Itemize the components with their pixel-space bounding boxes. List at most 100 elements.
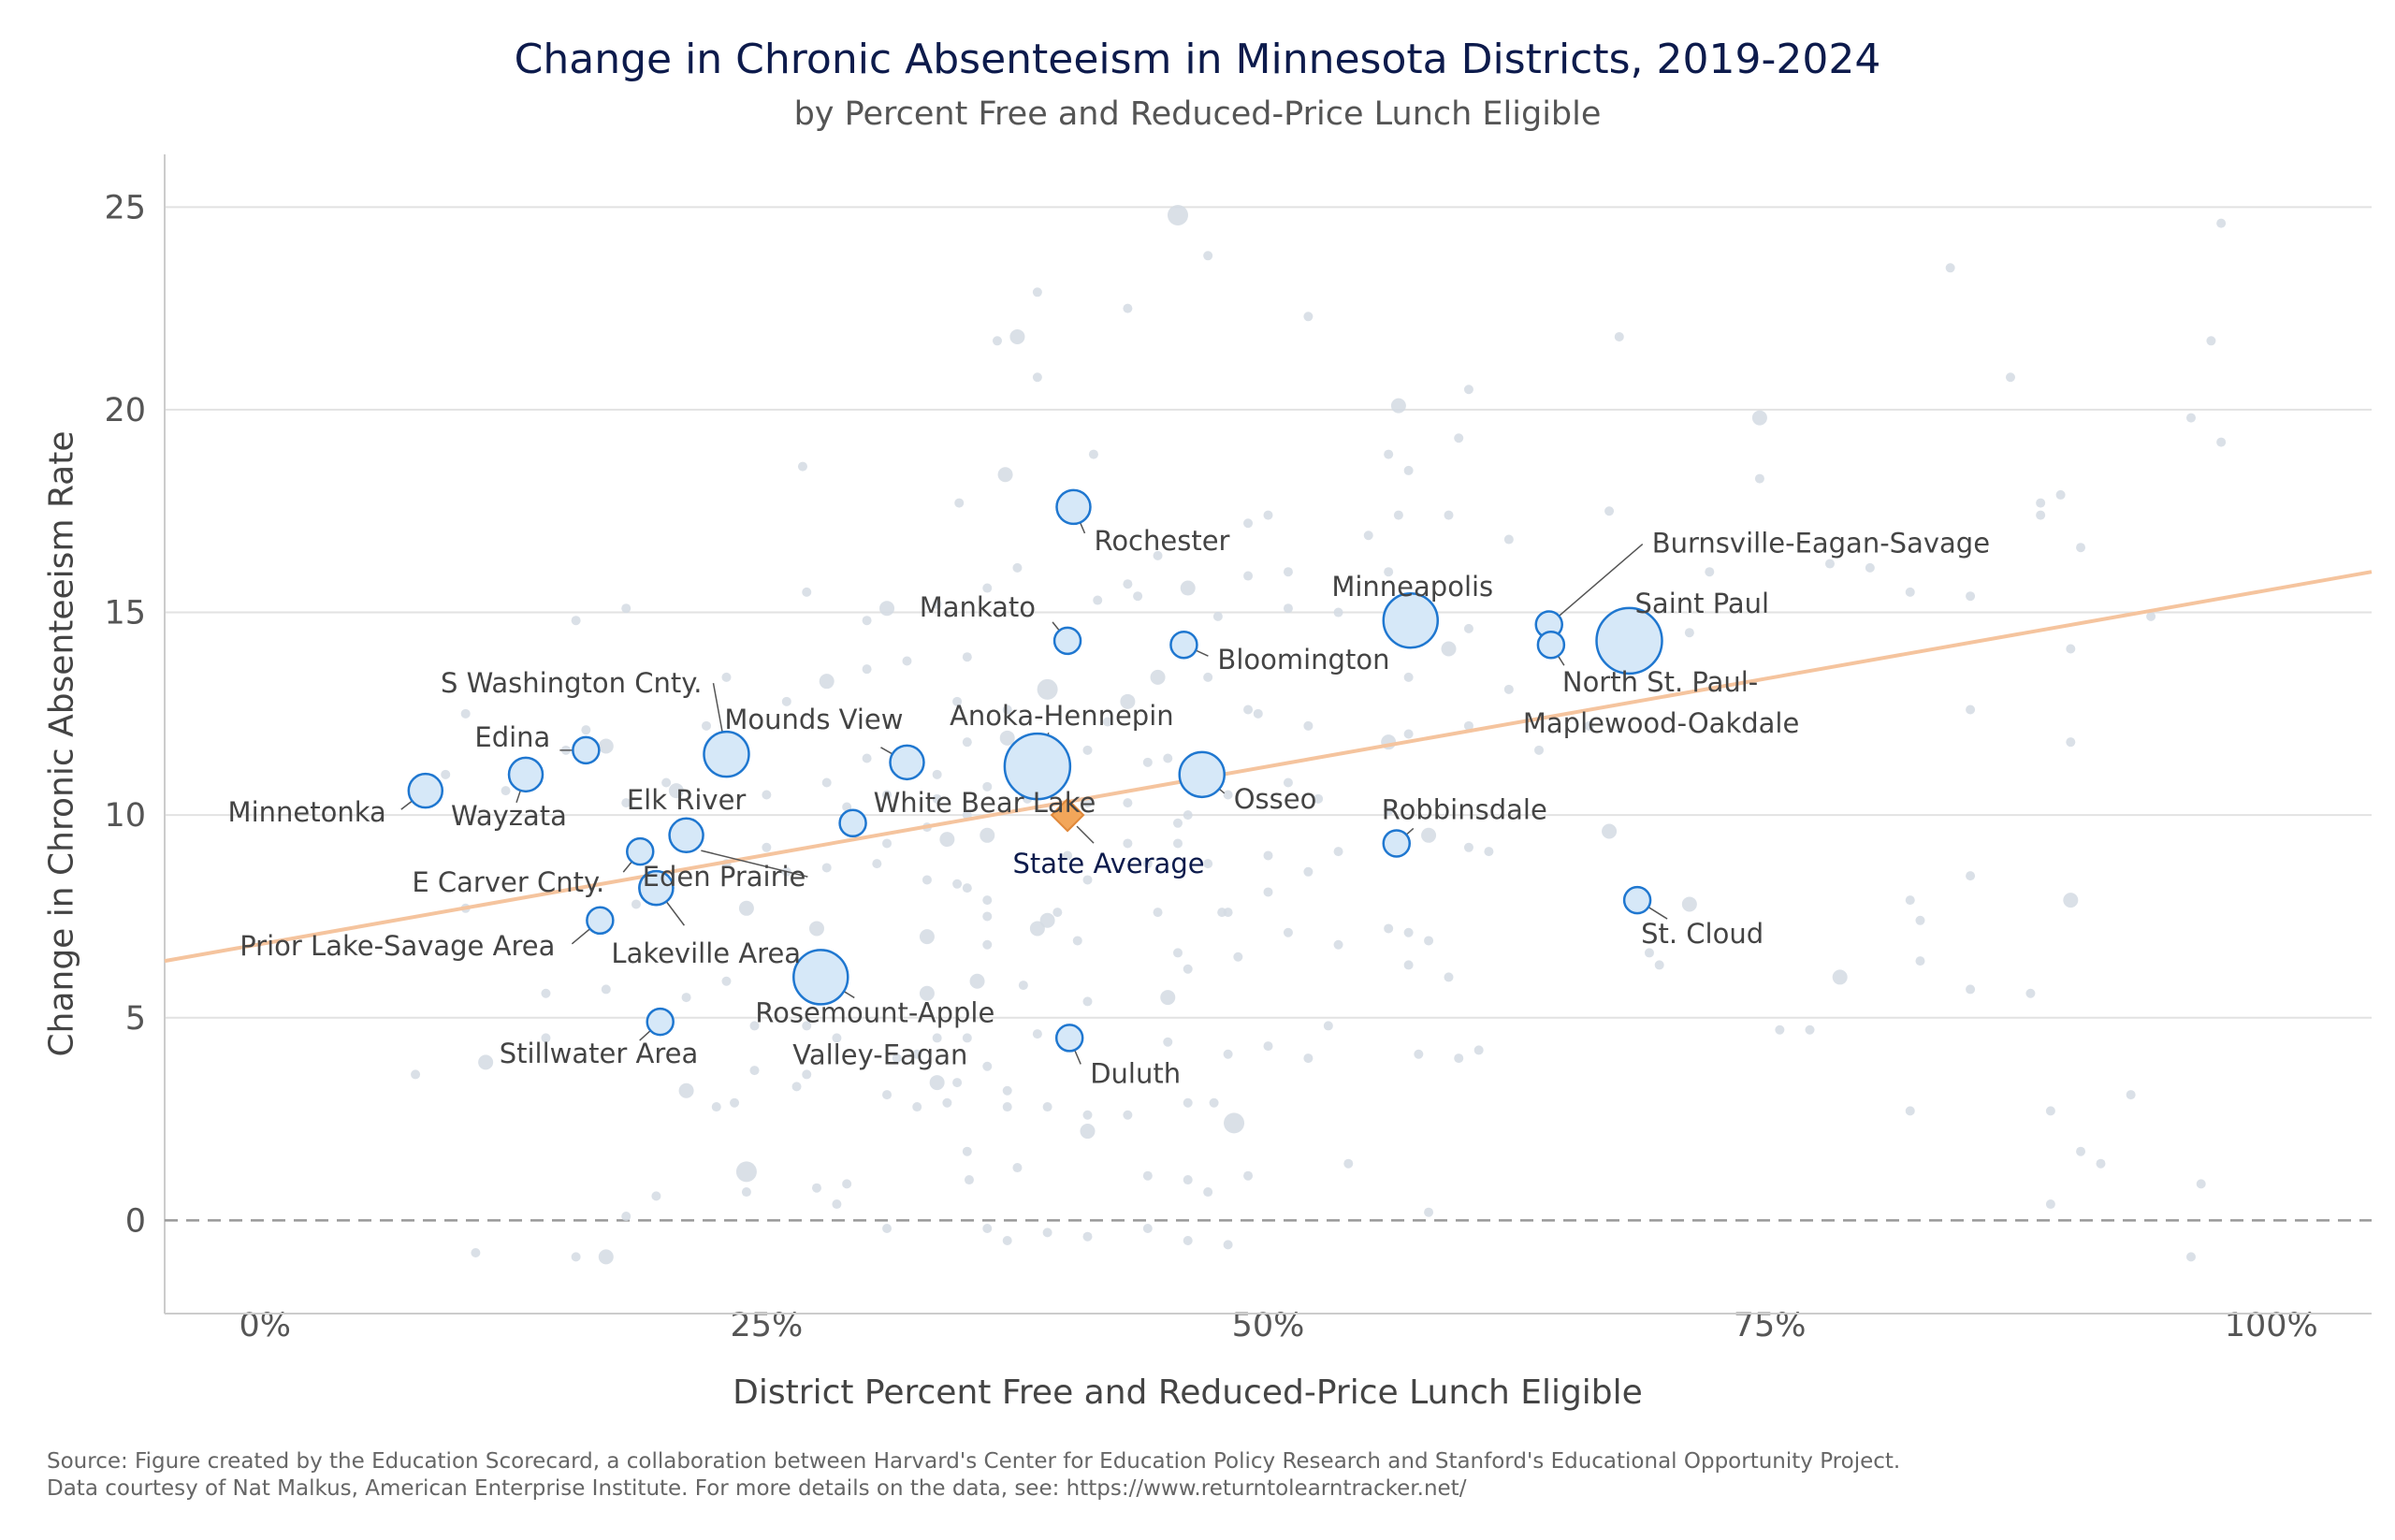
- background-point: [1905, 895, 1915, 906]
- background-point: [1080, 1124, 1096, 1140]
- background-point: [1905, 587, 1915, 597]
- background-point: [1915, 956, 1925, 966]
- background-point: [862, 664, 872, 675]
- background-point: [1463, 842, 1473, 852]
- background-point: [2185, 413, 2196, 423]
- background-point: [598, 738, 614, 754]
- background-point: [581, 725, 591, 735]
- background-point: [1966, 984, 1976, 995]
- background-point: [1082, 1110, 1093, 1120]
- background-point: [882, 1224, 893, 1234]
- background-point: [1463, 623, 1473, 633]
- background-point: [1414, 1049, 1424, 1059]
- background-point: [982, 1224, 993, 1234]
- district-point: [1382, 591, 1440, 649]
- source-line-1: Source: Figure created by the Education …: [47, 1449, 1901, 1474]
- background-point: [962, 1146, 972, 1156]
- background-point: [999, 730, 1015, 746]
- background-point: [1333, 607, 1343, 617]
- background-point: [1503, 534, 1514, 545]
- background-point: [501, 786, 511, 796]
- background-point: [1454, 433, 1464, 443]
- background-point: [1283, 927, 1293, 937]
- district-label: E Carver Cnty.: [412, 866, 604, 898]
- y-tick-label: 5: [125, 1000, 146, 1038]
- background-point: [571, 1252, 581, 1262]
- background-point: [678, 1082, 694, 1098]
- state-average-label: State Average: [1013, 848, 1205, 879]
- background-point: [932, 599, 942, 609]
- district-label: Valley-Eagan: [792, 1039, 967, 1070]
- background-point: [942, 1097, 952, 1108]
- background-point: [1403, 960, 1414, 970]
- background-point: [2036, 498, 2046, 508]
- district-point: [572, 735, 601, 765]
- background-point: [982, 1061, 993, 1071]
- background-point: [1614, 331, 1624, 341]
- district-point: [668, 817, 704, 854]
- background-point: [832, 1199, 842, 1210]
- district-point: [407, 772, 444, 809]
- background-point: [1163, 753, 1173, 763]
- background-point: [1303, 1053, 1314, 1064]
- background-point: [832, 1033, 842, 1043]
- background-point: [1052, 908, 1063, 918]
- background-point: [735, 1161, 757, 1183]
- background-point: [1012, 1163, 1023, 1173]
- background-point: [2036, 510, 2046, 520]
- background-point: [721, 976, 732, 986]
- background-point: [1032, 287, 1042, 298]
- background-point: [1534, 745, 1545, 755]
- background-point: [1223, 790, 1233, 800]
- background-point: [411, 1069, 421, 1080]
- background-point: [1444, 510, 1454, 520]
- district-point: [586, 906, 615, 936]
- background-point: [1905, 1106, 1915, 1116]
- background-point: [1966, 705, 1976, 715]
- background-point: [1042, 1228, 1052, 1238]
- background-point: [982, 895, 993, 906]
- background-point: [1303, 866, 1314, 877]
- background-point: [862, 753, 872, 763]
- background-point: [1209, 1097, 1219, 1108]
- background-point: [2005, 372, 2015, 383]
- district-label: Wayzata: [451, 800, 567, 832]
- background-point: [1243, 705, 1254, 715]
- background-point: [1082, 875, 1093, 885]
- district-label: Stillwater Area: [500, 1038, 699, 1069]
- background-point: [1253, 708, 1263, 719]
- background-point: [962, 737, 972, 748]
- background-point: [1503, 684, 1514, 694]
- background-point: [1363, 530, 1373, 541]
- background-point: [2146, 611, 2156, 621]
- background-point: [2066, 644, 2076, 654]
- background-point: [1142, 859, 1153, 869]
- background-point: [954, 498, 965, 508]
- background-point: [819, 674, 835, 690]
- background-point: [939, 832, 955, 848]
- background-point: [1824, 559, 1835, 569]
- district-label: Bloomington: [1217, 644, 1389, 676]
- label-leader-line: [1548, 543, 1644, 626]
- background-point: [1333, 847, 1343, 857]
- background-point: [1424, 936, 1434, 946]
- background-point: [982, 911, 993, 922]
- background-point: [1303, 312, 1314, 322]
- background-point: [1163, 1037, 1173, 1047]
- background-point: [964, 1175, 974, 1185]
- background-point: [932, 793, 942, 804]
- background-point: [1223, 1240, 1233, 1250]
- background-point: [992, 336, 1002, 346]
- background-point: [730, 1097, 740, 1108]
- background-point: [631, 899, 641, 909]
- background-point: [621, 798, 631, 808]
- district-label: Eden Prairie: [643, 861, 806, 893]
- background-point: [1263, 1041, 1273, 1052]
- district-point: [638, 869, 675, 907]
- background-point: [1323, 1021, 1333, 1031]
- district-labels: Minnetonka Wayzata Edina S Washington Cnty.…: [228, 525, 1990, 1090]
- background-point: [1314, 793, 1324, 804]
- background-point: [1644, 948, 1654, 958]
- background-point: [821, 863, 832, 873]
